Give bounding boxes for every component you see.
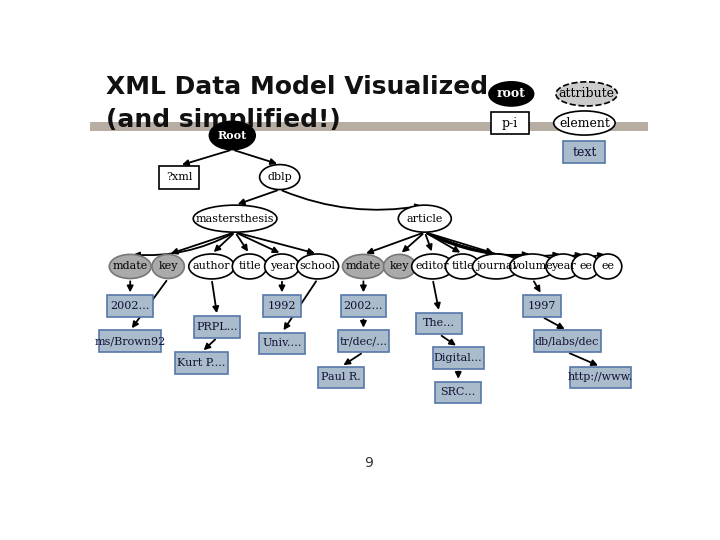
Text: Root: Root [217,130,247,141]
Ellipse shape [556,82,617,106]
Text: volume: volume [512,261,553,272]
Ellipse shape [210,122,255,150]
Text: root: root [497,87,526,100]
FancyBboxPatch shape [564,141,606,163]
Ellipse shape [554,111,615,135]
Text: article: article [407,214,443,224]
Text: http://www.: http://www. [568,373,633,382]
Ellipse shape [472,254,520,279]
FancyBboxPatch shape [259,333,305,354]
FancyBboxPatch shape [194,316,240,338]
Text: mdate: mdate [346,261,381,272]
Text: Univ.…: Univ.… [262,339,302,348]
FancyBboxPatch shape [433,347,484,369]
Ellipse shape [109,254,151,279]
Text: ms/Brown92: ms/Brown92 [94,336,166,346]
FancyBboxPatch shape [99,330,161,352]
Text: PRPL…: PRPL… [197,322,238,332]
Ellipse shape [189,254,235,279]
FancyBboxPatch shape [338,330,389,352]
Text: attribute: attribute [559,87,615,100]
Ellipse shape [297,254,338,279]
Text: (and simplified!): (and simplified!) [106,109,341,132]
Text: key: key [158,261,178,272]
Text: mastersthesis: mastersthesis [196,214,274,224]
Text: mdate: mdate [112,261,148,272]
Text: title: title [238,261,261,272]
FancyBboxPatch shape [159,166,199,188]
FancyBboxPatch shape [534,330,600,352]
FancyBboxPatch shape [175,352,228,374]
Text: tr/dec/…: tr/dec/… [339,336,387,346]
Ellipse shape [489,82,534,106]
Text: p-i: p-i [502,117,518,130]
FancyBboxPatch shape [318,367,364,388]
Ellipse shape [546,254,580,279]
FancyBboxPatch shape [107,295,153,317]
Ellipse shape [343,254,384,279]
FancyBboxPatch shape [570,367,631,388]
Text: db/labs/dec: db/labs/dec [535,336,599,346]
Text: 1992: 1992 [268,301,296,311]
Ellipse shape [446,254,480,279]
Ellipse shape [510,254,555,279]
Ellipse shape [384,254,416,279]
Text: year: year [551,261,575,272]
FancyBboxPatch shape [523,295,561,317]
Ellipse shape [233,254,267,279]
Ellipse shape [265,254,300,279]
FancyBboxPatch shape [416,313,462,334]
FancyBboxPatch shape [490,112,528,134]
Text: Digital…: Digital… [434,353,482,363]
Ellipse shape [594,254,622,279]
Text: title: title [451,261,474,272]
Text: editor: editor [415,261,449,272]
Text: text: text [572,146,597,159]
Text: ee: ee [601,261,614,272]
Text: school: school [300,261,336,272]
Text: Kurt P.…: Kurt P.… [177,358,226,368]
Text: SRC…: SRC… [441,388,476,397]
FancyBboxPatch shape [436,382,481,403]
Text: ?xml: ?xml [166,172,192,182]
Ellipse shape [193,205,277,232]
Ellipse shape [412,254,454,279]
Text: author: author [193,261,230,272]
Text: journal: journal [476,261,516,272]
Text: 9: 9 [364,456,374,470]
Ellipse shape [152,254,184,279]
Ellipse shape [260,165,300,190]
Text: key: key [390,261,410,272]
FancyBboxPatch shape [263,295,301,317]
Text: The…: The… [423,319,455,328]
Text: ee: ee [579,261,592,272]
Text: 2002…: 2002… [110,301,150,311]
Text: dblp: dblp [267,172,292,182]
FancyBboxPatch shape [90,122,648,131]
Text: 2002…: 2002… [343,301,383,311]
Ellipse shape [572,254,600,279]
Text: 1997: 1997 [528,301,556,311]
Text: Paul R.: Paul R. [321,373,361,382]
Text: XML Data Model Visualized: XML Data Model Visualized [106,75,487,99]
Ellipse shape [398,205,451,232]
Text: element: element [559,117,610,130]
Text: year: year [269,261,294,272]
FancyBboxPatch shape [341,295,387,317]
